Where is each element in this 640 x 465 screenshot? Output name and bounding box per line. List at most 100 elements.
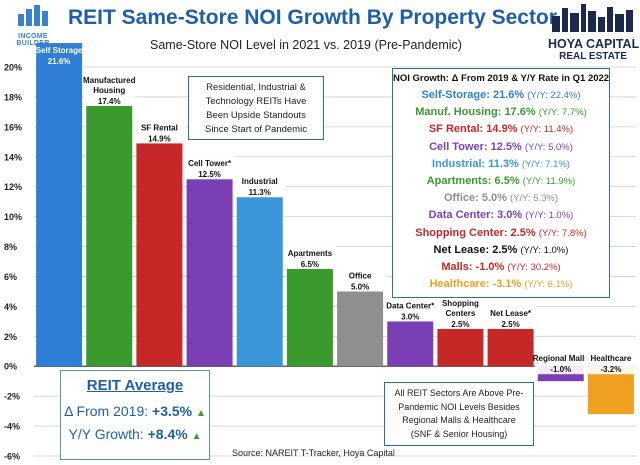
legend-item-label: Net Lease: 2.5%	[433, 243, 521, 256]
income-builder-logo: INCOME BUILDER	[4, 2, 62, 47]
category-label: Self Storage	[36, 46, 83, 55]
category-label: Apartments	[288, 249, 333, 258]
bar	[337, 291, 384, 367]
data-label: 2.5%	[501, 320, 519, 329]
hoya-capital-label: HOYA CAPITAL	[548, 37, 640, 51]
data-label: 21.6%	[48, 57, 71, 66]
legend-item-label: Manuf. Housing: 17.6%	[415, 106, 539, 119]
growth-legend: NOI Growth: Δ From 2019 & Y/Y Rate in Q1…	[392, 68, 610, 298]
bar	[487, 328, 534, 367]
legend-item: Data Center: 3.0% (Y/Y: 1.0%)	[393, 207, 609, 224]
category-label: Data Center*	[386, 301, 435, 310]
bar	[387, 321, 434, 367]
data-label: -3.2%	[600, 365, 621, 374]
legend-title: NOI Growth: Δ From 2019 & Y/Y Rate in Q1…	[393, 73, 610, 84]
skyline-icon	[552, 4, 633, 32]
top-annotation-line: Been Upside Standouts	[206, 110, 306, 121]
hoya-capital-logo: HOYA CAPITAL REAL ESTATE	[548, 2, 640, 64]
legend-item-label: Data Center: 3.0%	[428, 209, 526, 222]
category-label: Industrial	[242, 177, 278, 186]
income-builder-label: INCOME BUILDER	[16, 33, 50, 47]
top-annotation-line: Technology REITs Have	[205, 96, 307, 107]
data-label: 12.5%	[198, 170, 221, 179]
y-tick-label: 8%	[4, 242, 17, 252]
legend-item-yoy: (Y/Y: 7.1%)	[521, 158, 570, 170]
bar	[136, 143, 183, 367]
y-tick-label: -2%	[4, 392, 20, 402]
y-tick-label: 10%	[4, 212, 22, 222]
legend-item-label: Industrial: 11.3%	[432, 157, 522, 170]
legend-item-yoy: (Y/Y: 22.4%)	[527, 90, 581, 101]
bar-label-background	[484, 305, 537, 329]
source-note: Source: NAREIT T-Tracker, Hoya Capital	[232, 448, 395, 458]
legend-item-yoy: (Y/Y: 5.0%)	[524, 141, 573, 153]
legend-item-yoy: (Y/Y: 1.0%)	[520, 244, 569, 256]
category-label: Net Lease*	[490, 309, 532, 318]
data-label: 14.9%	[148, 134, 171, 143]
y-tick-label: 2%	[4, 332, 17, 342]
data-label: 2.5%	[451, 320, 469, 329]
bar-label-background	[283, 245, 336, 269]
y-tick-label: -4%	[4, 422, 20, 432]
legend-item: Self-Storage: 21.6% (Y/Y: 22.4%)	[393, 87, 609, 104]
legend-item: Apartments: 6.5% (Y/Y: 11.9%)	[393, 173, 609, 190]
delta-label: Δ From 2019:	[64, 403, 153, 419]
bar-label-background	[183, 156, 236, 180]
bottom-annotation-line: Regional Malls & Healthcare	[402, 415, 516, 425]
bar	[286, 268, 333, 367]
up-triangle-icon: ▲	[196, 408, 206, 419]
reit-average-box: REIT Average Δ From 2019: +3.5% ▲ Y/Y Gr…	[60, 370, 210, 460]
legend-item-label: Cell Tower: 12.5%	[429, 140, 525, 153]
legend-item: Healthcare: -3.1% (Y/Y: 6.1%)	[393, 276, 609, 293]
y-tick-label: -6%	[4, 452, 20, 462]
data-label: 6.5%	[301, 260, 319, 269]
y-tick-label: 14%	[4, 152, 22, 162]
top-annotation-line: Residential, Industrial &	[206, 82, 306, 93]
legend-item: Industrial: 11.3% (Y/Y: 7.1%)	[393, 156, 609, 173]
category-label: SF Rental	[141, 123, 178, 132]
legend-item-yoy: (Y/Y: 7.8%)	[538, 227, 587, 239]
legend-item-yoy: (Y/Y: 5.3%)	[509, 193, 559, 205]
bar	[437, 328, 484, 367]
bar-label-background	[384, 298, 437, 322]
legend-item: Malls: -1.0% (Y/Y: 30.2%)	[393, 259, 609, 276]
y-tick-label: 6%	[4, 272, 17, 282]
legend-item-label: Shopping Center: 2.5%	[415, 226, 539, 239]
bottom-annotation-line: Pandemic NOI Levels Besides	[398, 401, 520, 412]
legend-item-yoy: (Y/Y: 11.9%)	[522, 176, 576, 188]
y-tick-label: 0%	[4, 362, 17, 372]
legend-item: Net Lease: 2.5% (Y/Y: 1.0%)	[393, 242, 609, 259]
data-label: 17.4%	[98, 97, 121, 106]
category-label: Manufactured	[83, 76, 136, 85]
bar	[36, 43, 83, 367]
reit-average-title: REIT Average	[86, 377, 184, 394]
category-label: Regional Malls	[533, 354, 590, 363]
chart-subtitle: Same-Store NOI Level in 2021 vs. 2019 (P…	[150, 38, 462, 52]
bar	[86, 105, 133, 367]
top-annotation: Residential, Industrial & Technology REI…	[188, 76, 324, 140]
bar-label-background	[233, 174, 286, 198]
legend-item-label: Office: 5.0%	[443, 192, 510, 205]
reit-average-yoy: Y/Y Growth: +8.4% ▲	[61, 426, 209, 442]
bar-label-background	[334, 268, 387, 292]
category-label: Cell Tower*	[188, 159, 232, 168]
up-triangle-icon: ▲	[191, 431, 202, 442]
bottom-annotation-line: (SNF & Senior Housing)	[410, 428, 508, 439]
legend-items: Self-Storage: 21.6% (Y/Y: 22.4%) Manuf. H…	[393, 87, 609, 293]
bar	[236, 197, 283, 367]
y-tick-label: 18%	[4, 92, 22, 102]
legend-item-label: Malls: -1.0%	[441, 261, 508, 274]
category-label: Shopping	[442, 299, 479, 308]
category-label: Centers	[446, 309, 476, 318]
data-label: 5.0%	[351, 282, 369, 291]
yoy-label: Y/Y Growth:	[68, 426, 148, 442]
chart-title: REIT Same-Store NOI Growth By Property S…	[68, 6, 557, 29]
reit-average-delta: Δ From 2019: +3.5% ▲	[61, 403, 209, 419]
yoy-value: +8.4%	[147, 426, 188, 442]
bar-label-background	[534, 351, 587, 375]
category-label: Housing	[93, 86, 125, 95]
category-label: Healthcare	[590, 354, 631, 363]
data-label: 3.0%	[401, 312, 419, 321]
real-estate-label: REAL ESTATE	[559, 51, 627, 62]
